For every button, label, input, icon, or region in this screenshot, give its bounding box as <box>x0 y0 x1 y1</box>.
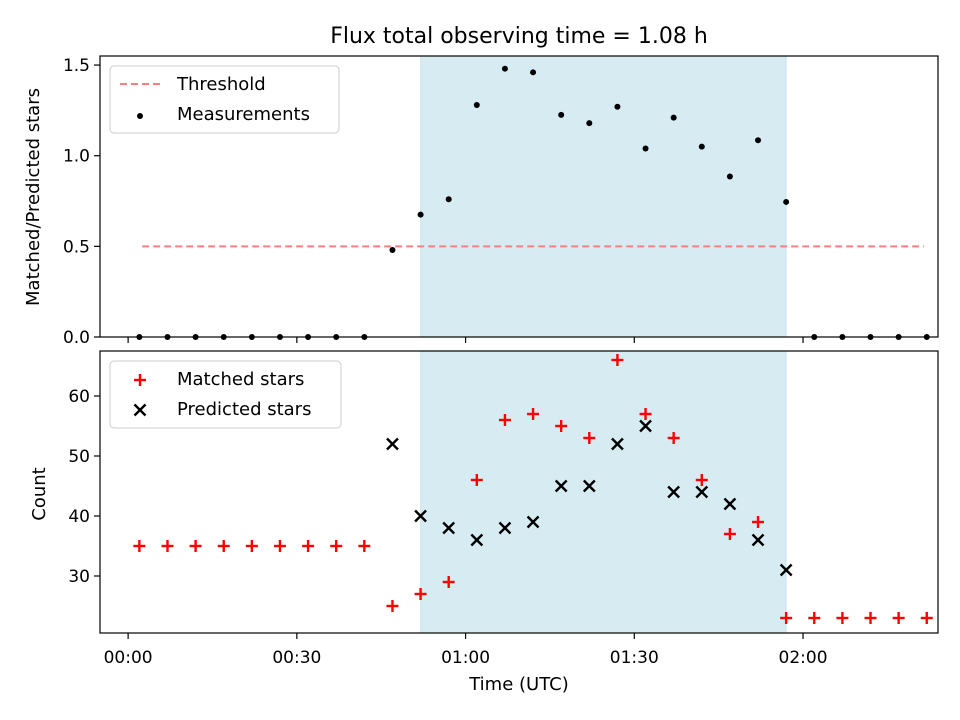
top-y-tick-label: 1.5 <box>63 56 90 76</box>
matched-star-point <box>920 612 933 624</box>
measurement-point <box>726 173 733 180</box>
measurement-point <box>755 137 762 144</box>
bottom-y-tick-label: 50 <box>68 447 90 467</box>
measurement-point <box>501 65 508 72</box>
measurement-point <box>670 114 677 121</box>
x-tick-label: 00:00 <box>104 648 153 668</box>
bottom-shaded-region <box>420 350 787 634</box>
matched-star-point <box>667 432 680 444</box>
matched-star-point <box>414 588 427 600</box>
top-y-tick-label: 1.0 <box>63 147 90 167</box>
predicted-star-point <box>526 515 540 529</box>
measurement-point <box>417 211 424 218</box>
bottom-plot-frame <box>99 350 939 634</box>
matched-star-point <box>808 612 821 624</box>
matched-star-point <box>358 540 371 552</box>
matched-star-point <box>583 432 596 444</box>
predicted-star-point <box>386 437 399 451</box>
measurement-point <box>783 198 790 205</box>
predicted-star-point <box>639 419 652 433</box>
matched-star-point <box>836 612 849 624</box>
top-y-axis-label: Matched/Predicted stars <box>23 88 44 306</box>
matched-star-point <box>470 474 483 486</box>
matched-star-point <box>330 540 343 552</box>
measurement-point <box>389 246 396 253</box>
top-shaded-region <box>420 55 787 338</box>
bottom-y-tick-label: 30 <box>68 567 90 587</box>
legend-matched-swatch <box>134 374 146 386</box>
legend-threshold-label: Threshold <box>176 74 266 95</box>
legend-measurements-label: Measurements <box>177 104 310 125</box>
matched-star-point <box>302 540 315 552</box>
bottom-y-tick-label: 60 <box>68 387 90 407</box>
predicted-star-point <box>498 521 512 535</box>
legend-plus-marker <box>134 374 146 386</box>
measurement-point <box>642 145 649 152</box>
matched-star-point <box>245 540 258 552</box>
top-panel: 0.0 0.5 1.0 1.5 Matched/Predicted stars Thr… <box>23 55 939 348</box>
predicted-star-point <box>414 509 427 523</box>
predicted-star-point <box>723 497 737 511</box>
matched-star-point <box>611 354 624 366</box>
figure-title: Flux total observing time = 1.08 h <box>330 24 708 49</box>
matched-star-point <box>555 420 568 432</box>
matched-star-point <box>133 540 146 552</box>
matched-star-point <box>217 540 230 552</box>
matched-star-point <box>752 516 765 528</box>
legend-matched-label: Matched stars <box>177 369 304 390</box>
legend-predicted-label: Predicted stars <box>177 399 311 420</box>
measurement-point <box>586 120 593 127</box>
matched-star-point <box>780 612 793 624</box>
measurement-point <box>445 196 452 203</box>
matched-star-point <box>864 612 877 624</box>
measurement-point <box>473 101 480 108</box>
x-tick-label: 01:00 <box>441 648 490 668</box>
x-tick-label: 01:30 <box>610 648 659 668</box>
legend-x-marker <box>133 403 147 417</box>
bottom-axis-ticks: 30 40 50 60 00:00 00:30 01:00 01:30 02:00 <box>68 387 827 668</box>
matched-star-point <box>161 540 174 552</box>
top-plot-frame <box>99 55 939 338</box>
x-tick-label: 02:00 <box>779 648 828 668</box>
bottom-legend-box <box>109 360 342 429</box>
top-y-tick-label: 0.5 <box>63 237 90 257</box>
measurement-point <box>530 69 537 76</box>
top-axis-ticks: 0.0 0.5 1.0 1.5 <box>63 56 804 348</box>
measurement-point <box>558 111 565 118</box>
matched-star-point <box>386 600 399 612</box>
predicted-star-point <box>779 563 793 577</box>
top-legend: Threshold Measurements <box>109 65 340 134</box>
predicted-star-point <box>442 521 456 535</box>
predicted-star-point <box>470 533 484 547</box>
bottom-legend: Matched stars Predicted stars <box>109 360 342 429</box>
count-points <box>133 354 933 624</box>
matched-star-point <box>498 414 511 426</box>
predicted-star-point <box>695 485 709 499</box>
predicted-star-point <box>582 479 596 493</box>
predicted-star-point <box>611 437 624 451</box>
matched-star-point <box>695 474 708 486</box>
measurement-point <box>698 143 705 150</box>
legend-measurements-swatch <box>137 113 143 119</box>
matched-star-point <box>442 576 455 588</box>
top-y-tick-label: 0.0 <box>63 328 90 348</box>
matched-star-point <box>892 612 905 624</box>
predicted-star-point <box>751 533 765 547</box>
bottom-y-axis-label: Count <box>29 467 50 520</box>
bottom-y-tick-label: 40 <box>68 507 90 527</box>
predicted-star-point <box>554 479 568 493</box>
matched-star-point <box>639 408 652 420</box>
x-axis-label: Time (UTC) <box>468 674 569 695</box>
legend-predicted-swatch <box>133 403 147 417</box>
top-legend-box <box>109 65 340 134</box>
matched-star-point <box>723 528 736 540</box>
x-tick-label: 00:30 <box>272 648 321 668</box>
matched-star-point <box>273 540 286 552</box>
measurement-point <box>614 103 621 110</box>
matched-star-point <box>189 540 202 552</box>
matched-star-point <box>527 408 540 420</box>
predicted-star-point <box>667 485 681 499</box>
